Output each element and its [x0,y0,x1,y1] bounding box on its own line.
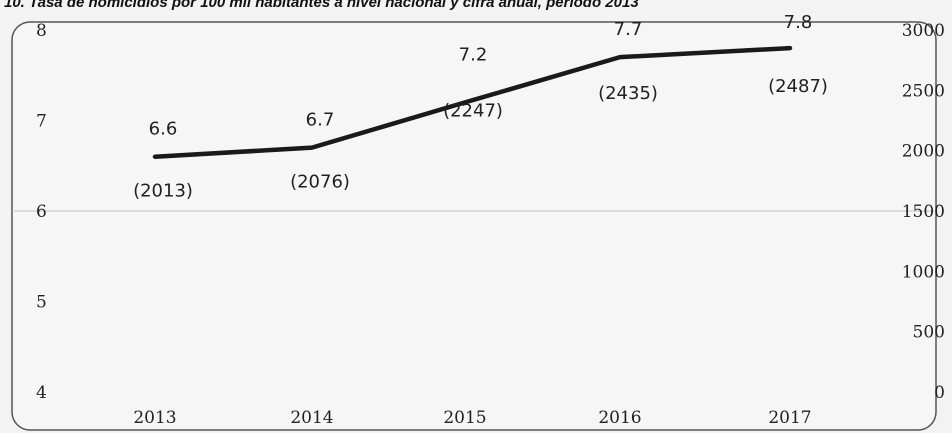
data-value-label: 7.8 [784,12,813,33]
left-axis-tick-label: 7 [36,112,47,132]
data-value-label: 7.2 [459,44,488,65]
left-axis-tick-label: 5 [36,293,47,313]
right-axis-tick-label: 500 [913,323,945,343]
annual-count-label: (2247) [443,100,503,121]
annual-count-label: (2487) [768,76,828,97]
x-axis-tick-label: 2013 [133,408,176,428]
left-axis-tick-label: 6 [36,202,47,222]
right-axis-tick-label: 0 [934,383,945,403]
series-line [152,45,793,159]
left-axis-tick-label: 8 [36,21,47,41]
right-axis-tick-label: 1000 [902,262,945,282]
x-axis-tick-label: 2017 [768,408,811,428]
x-axis-tick-label: 2016 [598,408,641,428]
data-value-label: 6.6 [149,119,178,140]
annual-count-label: (2076) [290,172,350,193]
x-axis-tick-label: 2014 [290,408,333,428]
right-axis-tick-label: 2500 [902,81,945,101]
left-axis-tick-label: 4 [36,383,47,403]
right-axis-tick-label: 3000 [902,21,945,41]
annual-count-label: (2435) [598,83,658,104]
annual-count-label: (2013) [133,181,193,202]
chart-frame [11,21,937,431]
data-value-label: 6.7 [306,110,335,131]
chart-title: 10. Tasa de homicidios por 100 mil habit… [4,0,639,11]
right-axis-tick-label: 1500 [902,202,945,222]
right-axis-tick-label: 2000 [902,142,945,162]
data-value-label: 7.7 [614,19,643,40]
x-axis-tick-label: 2015 [443,408,486,428]
